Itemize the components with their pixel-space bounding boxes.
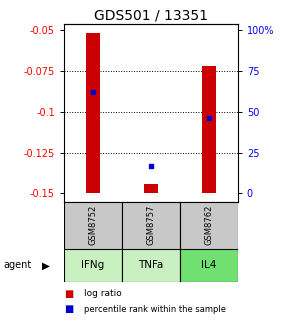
Bar xyxy=(122,249,180,282)
Text: agent: agent xyxy=(3,260,31,270)
Bar xyxy=(180,202,238,249)
Text: IFNg: IFNg xyxy=(81,260,104,270)
Text: GSM8762: GSM8762 xyxy=(204,205,213,245)
Text: IL4: IL4 xyxy=(201,260,217,270)
Bar xyxy=(86,33,100,194)
Text: ■: ■ xyxy=(64,289,73,299)
Text: TNFa: TNFa xyxy=(138,260,164,270)
Bar xyxy=(64,202,122,249)
Text: percentile rank within the sample: percentile rank within the sample xyxy=(84,305,226,313)
Title: GDS501 / 13351: GDS501 / 13351 xyxy=(94,8,208,23)
Bar xyxy=(202,66,216,194)
Text: ▶: ▶ xyxy=(42,260,50,270)
Text: ■: ■ xyxy=(64,304,73,314)
Bar xyxy=(144,184,158,194)
Bar xyxy=(64,249,122,282)
Text: GSM8757: GSM8757 xyxy=(146,205,155,245)
Bar xyxy=(180,249,238,282)
Text: GSM8752: GSM8752 xyxy=(88,205,97,245)
Text: log ratio: log ratio xyxy=(84,290,122,298)
Bar xyxy=(122,202,180,249)
